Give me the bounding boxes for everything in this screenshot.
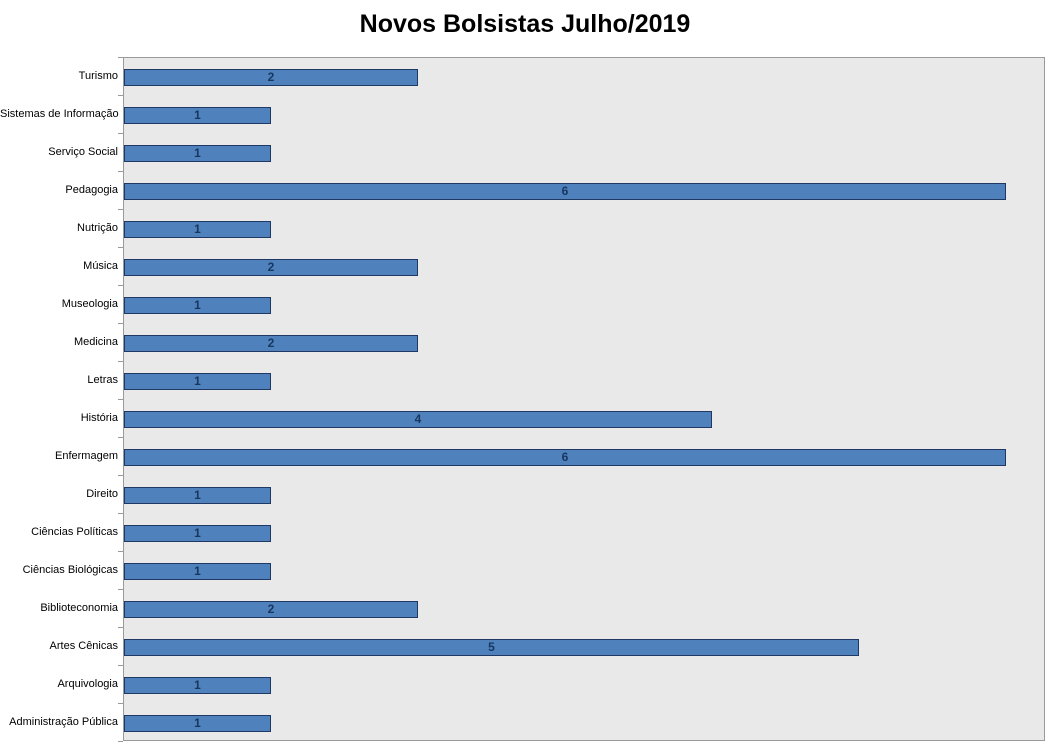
category-axis-tick [118,741,123,742]
category-label: Turismo [78,70,118,82]
bar [124,676,271,694]
bar-value-label: 6 [561,183,569,198]
bar [124,486,271,504]
bar [124,182,1006,200]
category-axis-tick [118,95,123,96]
category-axis-tick [118,437,123,438]
bar [124,106,271,124]
category-axis-tick [118,475,123,476]
category-axis-tick [118,323,123,324]
bar-value-label: 1 [194,563,201,578]
bar [124,714,271,732]
category-axis-tick [118,133,123,134]
bar-value-label: 1 [194,677,201,692]
category-axis-tick [118,209,123,210]
category-axis-tick [118,627,123,628]
category-axis-tick [118,665,123,666]
bar [124,448,1006,466]
category-label: Nutrição [77,222,118,234]
category-label: Letras [87,374,118,386]
plot-area [123,57,1045,741]
bar-value-label: 1 [194,145,201,160]
category-axis-tick [118,171,123,172]
bar [124,638,859,656]
bar-value-label: 2 [267,335,275,350]
bar-value-label: 2 [267,601,275,616]
bar [124,258,418,276]
category-axis-tick [118,703,123,704]
category-axis-tick [118,513,123,514]
bar-value-label: 1 [194,297,201,312]
category-label: Arquivologia [57,678,118,690]
category-label: Serviço Social [48,146,118,158]
category-label: Museologia [61,298,118,310]
bar [124,296,271,314]
bar-value-label: 1 [194,221,201,236]
bar [124,562,271,580]
category-label: Artes Cênicas [49,640,118,652]
bar-value-label: 1 [194,487,201,502]
bar [124,524,271,542]
bar [124,334,418,352]
bar-value-label: 1 [194,525,201,540]
bar-value-label: 6 [561,449,569,464]
bar [124,410,712,428]
bar [124,144,271,162]
bar-value-label: 1 [194,373,201,388]
category-axis-tick [118,57,123,58]
bar [124,68,418,86]
category-label: Ciências Políticas [31,526,118,538]
chart-title: Novos Bolsistas Julho/2019 [359,10,691,38]
bar-value-label: 2 [267,259,275,274]
category-label: Direito [86,488,118,500]
bar-value-label: 5 [488,639,495,654]
bar [124,220,271,238]
category-axis-tick [118,361,123,362]
category-label: Pedagogia [65,184,118,196]
bar-value-label: 2 [267,69,275,84]
category-label: Enfermagem [55,450,118,462]
category-label: Ciências Biológicas [22,564,118,576]
bar [124,372,271,390]
bar-value-label: 4 [414,411,422,426]
bar [124,600,418,618]
category-label: Medicina [73,336,118,348]
bar-value-label: 1 [194,107,201,122]
category-label: Música [83,260,118,272]
category-label: História [80,412,118,424]
category-axis-tick [118,285,123,286]
category-axis-tick [118,589,123,590]
category-label: Sistemas de Informação [0,108,119,120]
bar-value-label: 1 [194,715,201,730]
category-label: Administração Pública [9,716,118,728]
category-axis-tick [118,551,123,552]
category-axis-tick [118,247,123,248]
category-label: Biblioteconomia [40,602,118,614]
category-axis-tick [118,399,123,400]
